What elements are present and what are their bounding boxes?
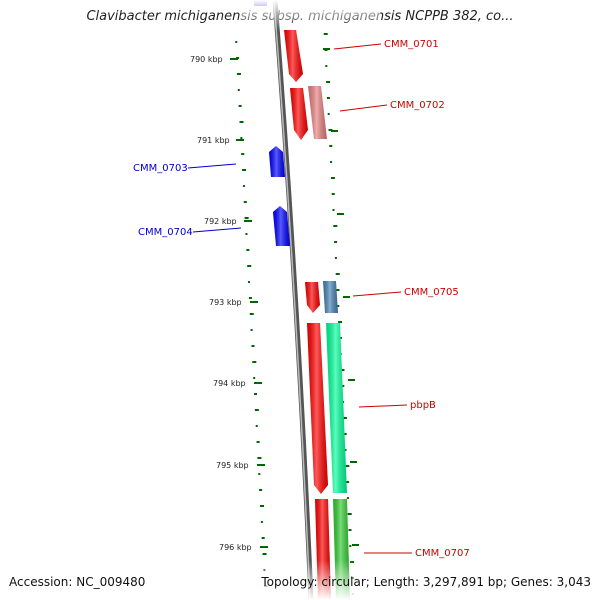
- scale-label: 792 kbp: [204, 217, 237, 226]
- genome-summary-text: Topology: circular; Length: 3,297,891 bp…: [261, 575, 591, 589]
- fade-top: [240, 0, 380, 30]
- genome-backbone-highlight: [273, 0, 311, 600]
- scale-795: 795 kbp: [216, 461, 265, 470]
- gene-feature-cmm-0703[interactable]: [269, 146, 285, 177]
- gene-label-text: CMM_0703: [133, 163, 188, 174]
- gene-label-text: CMM_0701: [384, 39, 439, 50]
- scale-790: 790 kbp: [190, 55, 238, 64]
- gene-label-cmm-0704[interactable]: CMM_0704: [138, 227, 242, 238]
- scale-label: 796 kbp: [219, 543, 252, 552]
- gene-feature-cmm-0702[interactable]: [308, 86, 327, 139]
- accession-text: Accession: NC_009480: [9, 575, 146, 589]
- gene-label-text: CMM_0702: [390, 100, 445, 111]
- scale-796: 796 kbp: [219, 543, 268, 552]
- gene-label-pbpb[interactable]: pbpB: [358, 400, 436, 411]
- gene-label-cmm-0705[interactable]: CMM_0705: [352, 287, 459, 298]
- scale-793: 793 kbp: [209, 298, 258, 307]
- scale-791: 791 kbp: [197, 136, 244, 145]
- scale-label: 794 kbp: [213, 379, 246, 388]
- gene-label-text: pbpB: [410, 400, 436, 411]
- gene-feature-red-2[interactable]: [290, 88, 308, 140]
- gene-feature-cmm-0704[interactable]: [273, 206, 290, 246]
- gene-feature-red-3[interactable]: [305, 282, 320, 313]
- scale-label: 793 kbp: [209, 298, 242, 307]
- genome-backbone: [272, 0, 314, 600]
- scale-label: 790 kbp: [190, 55, 223, 64]
- scale-792: 792 kbp: [204, 217, 252, 226]
- scale-794: 794 kbp: [213, 379, 262, 388]
- gene-feature-cmm-0705[interactable]: [323, 281, 338, 313]
- scale-label: 795 kbp: [216, 461, 249, 470]
- fade-bottom: [240, 560, 380, 600]
- scale-label: 791 kbp: [197, 136, 230, 145]
- gene-label-cmm-0703[interactable]: CMM_0703: [133, 163, 237, 174]
- gene-label-text: CMM_0704: [138, 227, 193, 238]
- gene-feature-red-4[interactable]: [307, 323, 328, 494]
- gene-label-cmm-0702[interactable]: CMM_0702: [339, 100, 445, 112]
- gene-label-text: CMM_0705: [404, 287, 459, 298]
- gene-label-cmm-0707[interactable]: CMM_0707: [364, 548, 470, 559]
- gene-feature-cmm-0701[interactable]: [284, 30, 303, 82]
- gene-feature-pbpb[interactable]: [326, 323, 347, 493]
- gene-label-text: CMM_0707: [415, 548, 470, 559]
- gene-label-cmm-0701[interactable]: CMM_0701: [333, 39, 439, 50]
